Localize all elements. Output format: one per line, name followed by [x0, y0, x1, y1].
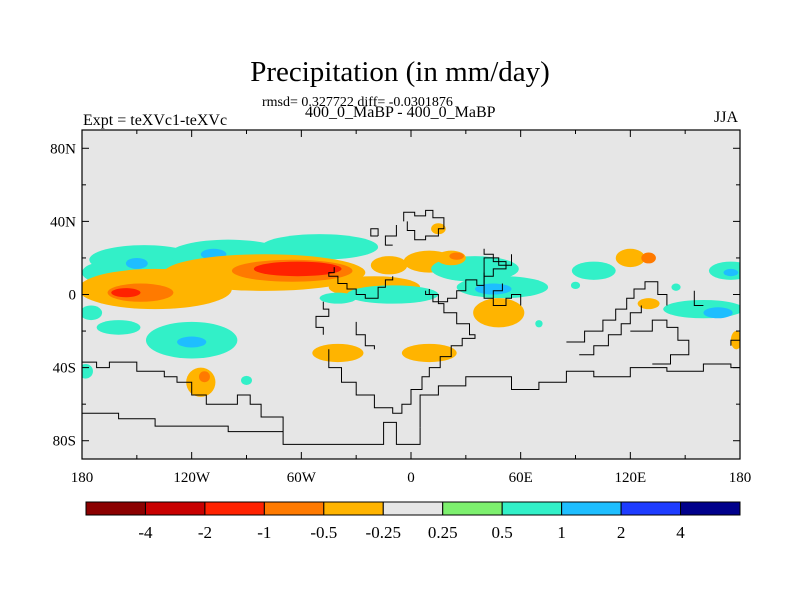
colorbar-box: [382, 501, 444, 516]
colorbar-box: [263, 501, 325, 516]
x-axis: 180 120W 60W 0 60E 120E 180: [71, 130, 752, 486]
coastline-18: [370, 228, 379, 237]
anomaly-region-29: [82, 305, 103, 321]
coastline-6: [425, 248, 507, 303]
colorbar-box: [501, 501, 563, 516]
anomaly-region-5: [261, 234, 379, 260]
anomaly-region-38: [401, 343, 457, 363]
colorbar-box: [442, 501, 503, 516]
coastline-0: [82, 361, 421, 445]
coastline-12: [566, 281, 668, 343]
colorbar-label: -4: [138, 523, 153, 542]
y-tick-label: 80S: [53, 434, 76, 450]
anomaly-region-43: [570, 281, 581, 290]
coastline-5: [315, 301, 330, 335]
anomaly-region-41: [82, 363, 93, 379]
anomaly-region-42: [671, 283, 681, 291]
anomaly-region-34: [96, 320, 141, 335]
colorbar-label: 0.25: [428, 523, 458, 542]
coastlines: [82, 209, 740, 445]
experiment-label: Expt = teXVc1-teXVc: [83, 112, 228, 129]
anomaly-region-32: [637, 298, 660, 310]
colorbar-box: [620, 501, 682, 516]
anomaly-region-11: [723, 268, 739, 277]
anomaly-region-9: [571, 261, 616, 280]
coastline-7: [328, 267, 394, 299]
colorbar-box: [144, 501, 206, 516]
anomaly-region-27: [663, 299, 740, 319]
anomaly-region-37: [312, 343, 364, 363]
x-tick-label: 0: [407, 470, 415, 486]
y-tick-label: 40N: [50, 214, 76, 230]
anomaly-region-17: [253, 261, 342, 277]
x-tick-label: 120E: [614, 470, 646, 486]
coastline-3: [328, 289, 476, 414]
anomaly-region-14: [111, 288, 141, 298]
colorbar-label: -0.25: [366, 523, 401, 542]
chart-title: Precipitation (in mm/day): [250, 56, 550, 88]
coastline-13: [579, 305, 642, 356]
coastline-15: [730, 339, 740, 346]
y-tick-label: 0: [69, 288, 77, 304]
y-axis: 80N 40N 0 40S 80S: [50, 141, 740, 450]
anomaly-region-6: [370, 256, 408, 275]
anomaly-region-30: [319, 292, 357, 304]
anomaly-region-45: [535, 320, 543, 328]
colorbar-label: -1: [257, 523, 271, 542]
coastline-9: [384, 225, 397, 246]
y-tick-label: 40S: [53, 361, 76, 377]
anomaly-region-22: [641, 252, 656, 264]
colorbar-box: [85, 501, 146, 516]
coastline-4: [355, 321, 375, 350]
anomaly-region-20: [449, 252, 465, 260]
colorbar-box: [561, 501, 622, 516]
colorbar: -4 -2 -1 -0.5 -0.25 0.25 0.5 1 2 4: [85, 501, 741, 542]
coastline-11: [492, 283, 503, 299]
coastline-1: [82, 412, 284, 433]
coastline-8: [403, 209, 445, 241]
colorbar-box: [680, 501, 741, 516]
x-tick-label: 120W: [173, 470, 211, 486]
anomaly-region-2: [125, 257, 148, 269]
coastline-14: [630, 319, 690, 365]
x-tick-label: 180: [729, 470, 752, 486]
anomaly-region-21: [615, 248, 645, 268]
coastline-2: [419, 363, 740, 428]
colorbar-box: [323, 501, 384, 516]
chart-subtitle: 400_0_MaBP - 400_0_MaBP: [305, 104, 496, 121]
season-label: JJA: [714, 109, 739, 126]
colorbar-label: 0.5: [492, 523, 513, 542]
anomaly-region-44: [241, 375, 252, 385]
y-tick-label: 80N: [50, 141, 76, 157]
colorbar-label: 1: [557, 523, 566, 542]
colorbar-label: 4: [676, 523, 685, 542]
anomaly-region-31: [473, 298, 525, 328]
colorbar-label: 2: [617, 523, 626, 542]
stats-text: rmsd= 0.327722 diff= -0.0301876: [262, 95, 453, 110]
colorbar-label: -0.5: [310, 523, 337, 542]
anomaly-region-36: [177, 336, 207, 348]
x-tick-label: 60E: [509, 470, 533, 486]
coastline-17: [483, 254, 512, 277]
x-tick-label: 180: [71, 470, 94, 486]
anomaly-regions: [82, 223, 740, 397]
x-tick-label: 60W: [287, 470, 317, 486]
anomaly-region-28: [703, 307, 733, 319]
anomaly-region-24: [347, 285, 439, 304]
anomaly-region-40: [198, 371, 210, 383]
colorbar-box: [204, 501, 265, 516]
coastline-16: [693, 290, 704, 306]
coastline-10: [483, 272, 522, 306]
colorbar-label: -2: [198, 523, 212, 542]
anomaly-region-13: [107, 283, 174, 302]
